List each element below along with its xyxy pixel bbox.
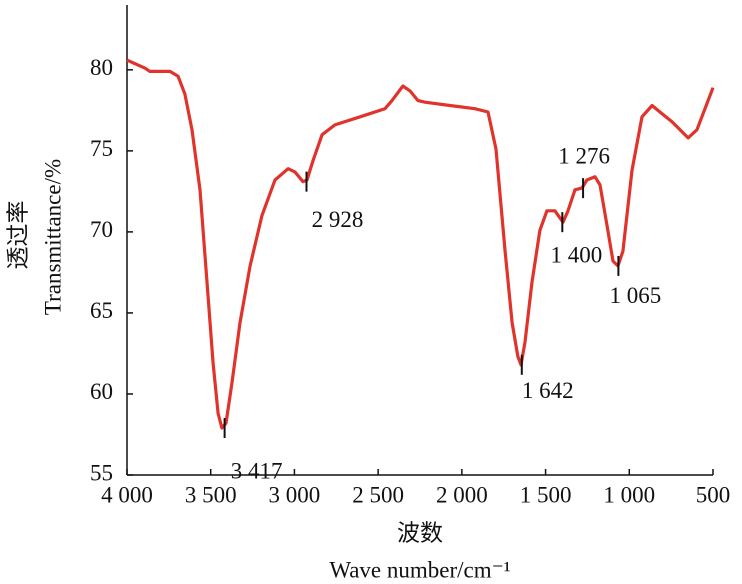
peak-label: 1 276 bbox=[558, 143, 610, 168]
y-tick-label: 60 bbox=[90, 379, 113, 404]
x-tick-label: 1 500 bbox=[520, 482, 572, 507]
x-tick-label: 3 500 bbox=[185, 482, 237, 507]
peak-label: 1 065 bbox=[610, 283, 662, 308]
x-tick-label: 2 000 bbox=[436, 482, 488, 507]
x-tick-label: 1 000 bbox=[603, 482, 655, 507]
y-tick-label: 75 bbox=[90, 136, 113, 161]
y-tick-label: 55 bbox=[90, 460, 113, 485]
y-axis-label: Transmittance/% bbox=[40, 159, 65, 315]
y-tick-label: 80 bbox=[90, 55, 113, 80]
x-tick-label: 3 000 bbox=[269, 482, 321, 507]
y-axis-label: 透过率 bbox=[5, 201, 30, 270]
peak-label: 3 417 bbox=[231, 458, 283, 483]
spectrum-line bbox=[126, 58, 715, 430]
peak-label: 1 400 bbox=[550, 242, 602, 267]
y-tick-label: 65 bbox=[90, 298, 113, 323]
x-tick-label: 500 bbox=[696, 482, 731, 507]
x-axis-label: Wave number/cm⁻¹ bbox=[329, 557, 510, 582]
peak-label: 2 928 bbox=[312, 207, 364, 232]
peak-label: 1 642 bbox=[522, 378, 574, 403]
x-tick-label: 2 500 bbox=[352, 482, 404, 507]
x-tick-label: 4 000 bbox=[101, 482, 153, 507]
y-tick-label: 70 bbox=[90, 217, 113, 242]
x-axis-label: 波数 bbox=[397, 520, 443, 545]
